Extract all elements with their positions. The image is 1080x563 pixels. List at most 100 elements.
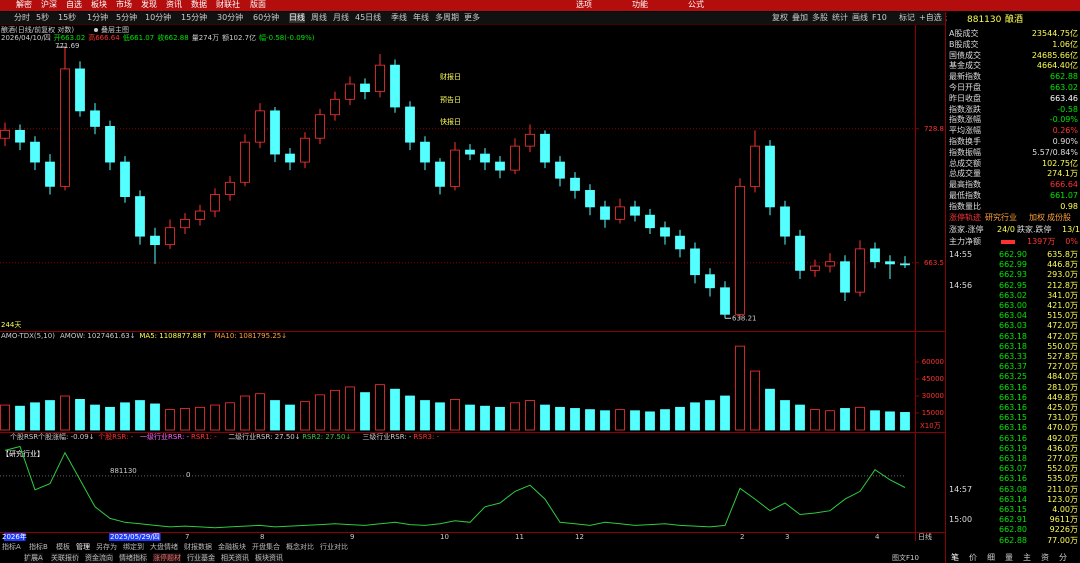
quote-field: 高666.64 bbox=[88, 34, 120, 42]
f10-tab[interactable]: 图文F10 bbox=[892, 554, 919, 562]
candle-body bbox=[270, 110, 280, 155]
sidebar-footer-tab[interactable]: 分 bbox=[1059, 553, 1067, 562]
period-tab[interactable]: 日线 bbox=[289, 13, 305, 23]
indicator-tab[interactable]: 管理 bbox=[76, 543, 90, 551]
sidebar-footer-tab[interactable]: 资 bbox=[1041, 553, 1049, 562]
period-tab[interactable]: 季线 bbox=[391, 13, 407, 22]
tick-volume: 527.8万 bbox=[1047, 352, 1078, 361]
extension-tab[interactable]: 关联报价 bbox=[51, 553, 79, 563]
stat-label: 指数量比 bbox=[949, 201, 981, 211]
candle-body bbox=[555, 161, 565, 179]
menu-item[interactable]: 功能 bbox=[632, 0, 648, 9]
indicator-tab[interactable]: 指标B bbox=[29, 543, 48, 551]
sidebar-footer-tab[interactable]: 价 bbox=[969, 553, 977, 562]
period-tab[interactable]: 10分钟 bbox=[145, 13, 172, 22]
menu-item[interactable]: 市场 bbox=[116, 0, 132, 9]
indicator-tab[interactable]: 指标A bbox=[2, 543, 21, 551]
indicator-tab[interactable]: 概念对比 bbox=[286, 543, 314, 551]
volume-bar bbox=[345, 386, 355, 431]
sidebar-tab[interactable]: 涨停轨迹 bbox=[949, 213, 981, 222]
toolbar-action[interactable]: 画线 bbox=[852, 13, 868, 22]
period-tab[interactable]: 年线 bbox=[413, 13, 429, 22]
period-tab[interactable]: 15秒 bbox=[58, 13, 77, 22]
indicator-tab[interactable]: 大盘情绪 bbox=[150, 543, 178, 551]
toolbar-action[interactable]: 复权 bbox=[772, 13, 788, 22]
period-tab[interactable]: 60分钟 bbox=[253, 13, 280, 22]
tick-volume: 535.0万 bbox=[1047, 474, 1078, 484]
candle-body bbox=[285, 153, 295, 163]
period-tab[interactable]: 15分钟 bbox=[181, 13, 208, 22]
tick-volume: 212.8万 bbox=[1047, 280, 1078, 290]
tick-price: 663.18 bbox=[999, 331, 1027, 341]
extension-tab[interactable]: 资金流向 bbox=[85, 553, 113, 563]
sidebar-footer-tab[interactable]: 量 bbox=[1005, 553, 1013, 562]
quote-field: 量274万 bbox=[191, 34, 220, 42]
toolbar-action[interactable]: 统计 bbox=[832, 13, 848, 22]
stat-value: 663.46 bbox=[1050, 93, 1078, 103]
sidebar-footer-tab[interactable]: 主 bbox=[1023, 553, 1031, 562]
indicator-tab[interactable]: 模板 bbox=[56, 543, 70, 551]
period-tab[interactable]: 45日线 bbox=[355, 13, 382, 22]
period-tab[interactable]: 周线 bbox=[311, 13, 327, 22]
candle-body bbox=[120, 161, 130, 197]
menu-item[interactable]: 选项 bbox=[576, 0, 592, 9]
sidebar-tab[interactable]: 研究行业 bbox=[985, 213, 1017, 222]
sidebar-tab[interactable]: 加权 bbox=[1029, 213, 1045, 222]
extension-tab[interactable]: 行业基金 bbox=[187, 553, 215, 563]
y-tick-label: 30000 bbox=[922, 392, 944, 400]
period-tab[interactable]: 1分钟 bbox=[87, 13, 109, 22]
indicator-tab[interactable]: 金融板块 bbox=[218, 543, 246, 551]
indicator-tab[interactable]: 绑定到 bbox=[123, 543, 144, 551]
candle-body bbox=[390, 64, 400, 108]
tick-volume: 446.8万 bbox=[1047, 260, 1078, 270]
indicator-tab[interactable]: 开盘集合 bbox=[252, 543, 280, 551]
period-tab[interactable]: 分时 bbox=[14, 13, 30, 22]
volume-bar bbox=[840, 408, 850, 431]
toolbar-action[interactable]: 标记 bbox=[899, 13, 915, 22]
candle-body bbox=[810, 265, 820, 271]
menu-item[interactable]: 版面 bbox=[250, 0, 266, 9]
stat-label: 平均涨幅 bbox=[949, 126, 981, 136]
extension-tab[interactable]: 情绪指标 bbox=[119, 553, 147, 563]
toolbar-action[interactable]: 叠加 bbox=[792, 13, 808, 22]
period-tab[interactable]: 30分钟 bbox=[217, 13, 244, 22]
extension-tab[interactable]: 扩展A bbox=[24, 553, 43, 563]
menu-item[interactable]: 数据 bbox=[191, 0, 207, 9]
candle-body bbox=[615, 206, 625, 220]
menu-item[interactable]: 公式 bbox=[688, 0, 704, 9]
menu-item[interactable]: 资讯 bbox=[166, 0, 182, 9]
menu-item[interactable]: 解密 bbox=[16, 0, 32, 9]
period-tab[interactable]: 5秒 bbox=[36, 13, 50, 22]
tick-price: 663.37 bbox=[999, 362, 1027, 372]
toolbar-action[interactable]: +自选 bbox=[919, 13, 942, 22]
period-tab[interactable]: 月线 bbox=[333, 13, 349, 22]
extension-tab[interactable]: 板块资讯 bbox=[255, 553, 283, 563]
candle-body bbox=[225, 181, 235, 195]
sidebar-footer-tab[interactable]: 笔 bbox=[951, 553, 959, 562]
tick-volume: 470.0万 bbox=[1047, 423, 1078, 433]
menu-item[interactable]: 财联社 bbox=[216, 0, 240, 9]
menu-item[interactable]: 自选 bbox=[66, 0, 82, 9]
period-tab[interactable]: 多周期 bbox=[435, 13, 459, 22]
sidebar-tab[interactable]: 成份股 bbox=[1047, 213, 1071, 222]
toolbar-action[interactable]: F10 bbox=[872, 13, 887, 22]
volume-bar bbox=[870, 410, 880, 431]
indicator-tab[interactable]: 行业对比 bbox=[320, 543, 348, 551]
sidebar-footer-tab[interactable]: 细 bbox=[987, 553, 995, 562]
menu-item[interactable]: 发现 bbox=[141, 0, 157, 9]
indicator-tab[interactable]: 另存为 bbox=[96, 543, 117, 551]
stat-value: 0.98 bbox=[1060, 201, 1078, 211]
extension-tab[interactable]: 涨停题材 bbox=[153, 553, 181, 563]
period-tab[interactable]: 5分钟 bbox=[116, 13, 138, 22]
x-tick-label: 2025/05/29/四 bbox=[110, 533, 160, 541]
volume-bar bbox=[15, 405, 25, 431]
indicator-tab[interactable]: 财报数据 bbox=[184, 543, 212, 551]
extension-tab[interactable]: 相关资讯 bbox=[221, 553, 249, 563]
rsr-code: 881130 bbox=[110, 467, 137, 475]
menu-item[interactable]: 沪深 bbox=[41, 0, 57, 9]
overlay-label[interactable]: 叠层主图 bbox=[101, 25, 129, 34]
volume-bar bbox=[75, 398, 85, 431]
menu-item[interactable]: 板块 bbox=[91, 0, 107, 9]
toolbar-action[interactable]: 多股 bbox=[812, 13, 828, 22]
period-tab[interactable]: 更多 bbox=[464, 13, 480, 22]
